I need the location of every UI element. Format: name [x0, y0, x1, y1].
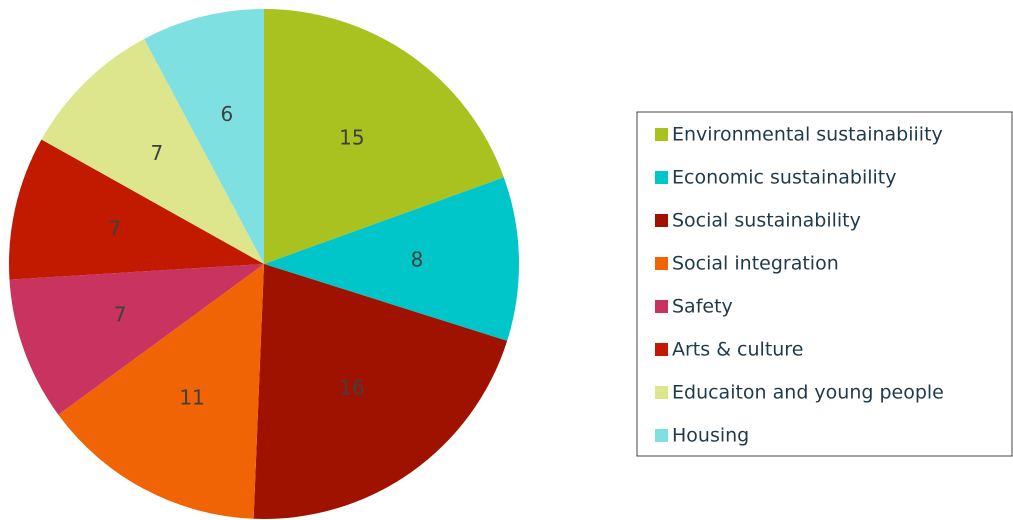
legend-label: Social sustainability — [672, 210, 861, 232]
legend-label: Environmental sustainabiiity — [672, 124, 943, 146]
data-label: 7 — [151, 141, 164, 165]
legend-label: Economic sustainability — [672, 167, 897, 189]
legend-swatch — [655, 343, 668, 356]
legend-swatch — [655, 429, 668, 442]
data-label: 6 — [221, 102, 234, 126]
pie-slice — [9, 264, 265, 415]
data-label: 7 — [114, 303, 127, 327]
legend-label: Arts & culture — [672, 339, 803, 361]
pie-slice — [9, 139, 265, 280]
pie-slice — [41, 38, 265, 264]
pie-slice — [144, 9, 264, 264]
legend-swatch — [655, 214, 668, 227]
legend-label: Social integration — [672, 253, 839, 275]
legend-label: Housing — [672, 425, 749, 447]
legend-box — [636, 111, 1013, 457]
legend-swatch — [655, 300, 668, 313]
legend-swatch — [655, 171, 668, 184]
legend-swatch — [655, 257, 668, 270]
data-label: 7 — [108, 216, 121, 240]
legend-swatch — [655, 386, 668, 399]
legend-label: Safety — [672, 296, 733, 318]
data-label: 8 — [411, 247, 424, 271]
pie-slice — [58, 264, 265, 519]
legend-swatch — [655, 128, 668, 141]
data-label: 15 — [339, 125, 364, 149]
pie-slice — [253, 264, 508, 519]
data-label: 16 — [339, 376, 364, 400]
pie-slice — [264, 177, 519, 341]
pie-slice — [264, 9, 504, 264]
data-label: 11 — [179, 386, 204, 410]
legend-label: Educaiton and young people — [672, 382, 944, 404]
